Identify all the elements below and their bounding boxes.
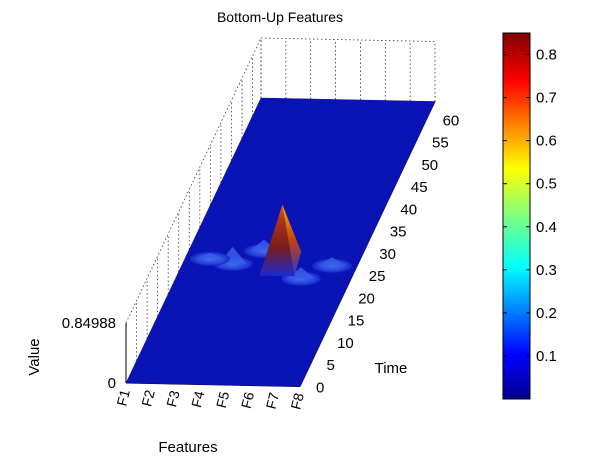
axis-box-grid (125, 37, 436, 383)
colorbar-tick-label: 0.2 (536, 305, 557, 322)
colorbar-tick-label: 0.3 (536, 262, 557, 279)
time-tick-label: 25 (369, 268, 386, 285)
x-axis-label: Features (158, 439, 217, 456)
time-tick-label: 45 (411, 179, 428, 196)
feature-tick-label: F6 (238, 390, 258, 410)
feature-tick-label: F4 (188, 389, 208, 409)
time-tick-label: 55 (432, 135, 449, 152)
y-axis-label: Time (375, 360, 408, 377)
time-tick-label: 60 (443, 112, 460, 129)
time-tick-label: 10 (337, 335, 354, 352)
colorbar-ticks: 0.1 0.2 0.3 0.4 0.5 0.6 0.7 0.8 (503, 47, 557, 365)
features-axis-ticks: F1 F2 F3 F4 F5 F6 F7 F8 (113, 388, 307, 411)
colorbar-tick-label: 0.8 (536, 47, 557, 64)
time-tick-label: 40 (400, 201, 417, 218)
value-axis-ticks: 0 0.84988 (62, 315, 116, 392)
feature-tick-label: F7 (263, 391, 283, 411)
feature-tick-label: F8 (287, 391, 307, 411)
feature-tick-label: F5 (213, 390, 233, 410)
surface-peak (259, 204, 302, 277)
surface-bump (189, 251, 230, 266)
colorbar-tick-label: 0.4 (536, 219, 557, 236)
feature-tick-label: F1 (113, 388, 133, 408)
value-tick-label: 0 (108, 375, 116, 392)
feature-tick-label: F2 (138, 388, 158, 408)
colorbar-tick-label: 0.6 (536, 133, 557, 150)
chart-title: Bottom-Up Features (217, 9, 343, 25)
time-tick-label: 35 (390, 224, 407, 241)
time-tick-label: 30 (379, 246, 396, 263)
surface-bump (312, 257, 353, 273)
z-axis-label: Value (26, 338, 43, 375)
feature-tick-label: F3 (163, 389, 183, 409)
time-tick-label: 5 (327, 357, 335, 374)
colorbar-tick-label: 0.1 (536, 348, 557, 365)
colorbar (502, 32, 531, 400)
colorbar-tick-label: 0.7 (536, 90, 557, 107)
colorbar-tick-label: 0.5 (536, 176, 557, 193)
time-tick-label: 50 (421, 157, 438, 174)
time-tick-label: 0 (316, 380, 324, 397)
value-tick-label: 0.84988 (62, 315, 116, 332)
time-tick-label: 15 (348, 313, 365, 330)
time-tick-label: 20 (358, 290, 375, 307)
